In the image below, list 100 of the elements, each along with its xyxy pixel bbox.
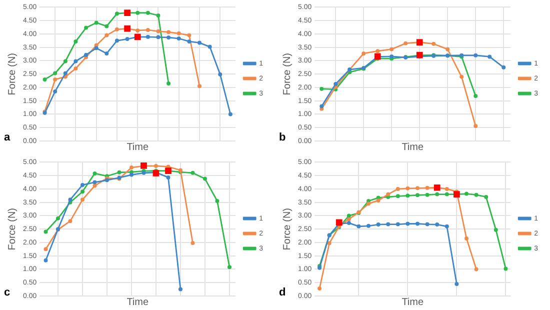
point <box>176 36 181 41</box>
point <box>146 10 150 15</box>
point <box>53 71 58 76</box>
point <box>396 186 400 191</box>
point <box>327 241 332 246</box>
point <box>166 30 171 34</box>
point <box>117 170 122 174</box>
point <box>396 222 400 226</box>
y-axis-title: Force (N) <box>282 52 293 96</box>
point <box>406 222 410 226</box>
point <box>318 286 322 291</box>
point <box>63 71 68 76</box>
point <box>504 266 508 271</box>
point <box>356 224 361 228</box>
point <box>474 124 478 128</box>
point <box>56 216 60 220</box>
point <box>488 54 492 59</box>
point <box>396 194 400 198</box>
point <box>53 77 58 82</box>
point <box>68 219 72 224</box>
point <box>114 27 119 32</box>
point <box>129 172 134 177</box>
point <box>104 24 109 28</box>
point <box>125 37 130 42</box>
point <box>435 192 440 196</box>
point <box>446 47 450 52</box>
y-axis-title: Force (N) <box>6 52 18 96</box>
point <box>166 81 171 86</box>
point <box>460 74 464 79</box>
point <box>484 194 488 199</box>
point <box>346 214 351 218</box>
point <box>502 65 506 70</box>
y-axis-title: Force (N) <box>282 208 293 250</box>
point <box>68 198 72 202</box>
x-axis-title: Time <box>402 296 424 308</box>
point <box>404 41 408 46</box>
point <box>416 193 420 198</box>
point <box>42 77 47 82</box>
point <box>444 192 449 196</box>
point <box>44 230 48 234</box>
point <box>444 224 449 228</box>
x-axis-title: Time <box>126 296 149 308</box>
point <box>366 224 371 228</box>
point <box>435 222 440 227</box>
point <box>425 186 430 190</box>
point <box>320 104 324 108</box>
point <box>146 34 150 39</box>
point <box>425 192 430 197</box>
point <box>92 184 97 188</box>
point <box>198 84 202 88</box>
point <box>63 59 68 64</box>
point <box>227 265 232 270</box>
point <box>74 66 78 70</box>
point <box>92 180 97 184</box>
text: d <box>279 286 286 299</box>
point <box>366 202 371 206</box>
point <box>474 267 478 272</box>
point <box>80 182 84 187</box>
point <box>406 194 410 198</box>
point <box>187 39 192 44</box>
point <box>346 220 351 225</box>
point <box>386 222 390 226</box>
point <box>84 52 88 57</box>
point <box>74 39 78 44</box>
point <box>84 26 88 30</box>
point <box>444 186 449 191</box>
point <box>53 89 58 94</box>
point <box>376 222 380 227</box>
point <box>154 164 158 168</box>
point <box>80 190 84 194</box>
point <box>178 287 182 292</box>
point <box>176 31 181 36</box>
point <box>390 54 394 58</box>
point <box>166 35 171 40</box>
point <box>376 198 380 202</box>
point <box>416 222 420 226</box>
point <box>74 59 78 64</box>
point <box>454 282 459 286</box>
text: b <box>279 132 286 144</box>
point <box>104 51 109 56</box>
point <box>494 228 498 232</box>
point <box>432 42 436 46</box>
x-axis-title: Time <box>126 142 149 153</box>
point <box>136 10 140 15</box>
point <box>320 86 324 91</box>
point <box>190 241 195 246</box>
text: a <box>4 132 11 144</box>
point <box>80 198 84 202</box>
point <box>146 28 150 32</box>
point <box>114 12 119 16</box>
point <box>334 82 338 86</box>
point <box>136 28 140 32</box>
point <box>208 44 212 49</box>
point <box>346 217 351 222</box>
point <box>464 192 469 196</box>
point <box>474 94 478 98</box>
point <box>215 199 220 203</box>
point <box>464 236 469 240</box>
point <box>218 72 222 76</box>
point <box>202 176 207 181</box>
